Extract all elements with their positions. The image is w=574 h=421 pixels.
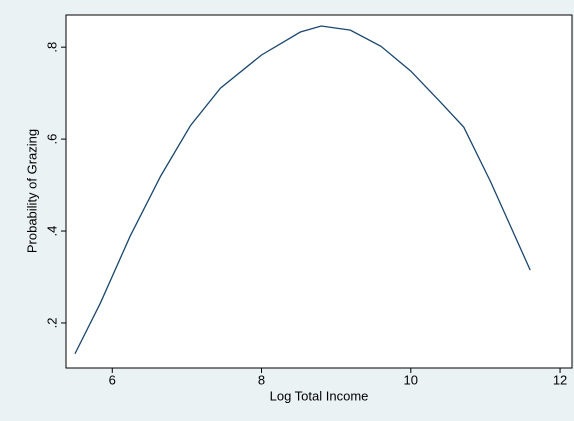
y-tick-label: .6 [44,134,59,145]
y-tick-label: .4 [44,226,59,237]
x-tick-label: 6 [109,372,116,387]
x-axis-title: Log Total Income [270,388,369,403]
x-tick-label: 12 [553,372,567,387]
y-tick-label: .2 [44,318,59,329]
x-tick-label: 8 [258,372,265,387]
x-tick-label: 10 [404,372,418,387]
plot-area [65,14,573,369]
line-series [74,25,531,355]
y-tick-label: .8 [44,42,59,53]
y-axis-title: Probability of Grazing [24,129,39,253]
